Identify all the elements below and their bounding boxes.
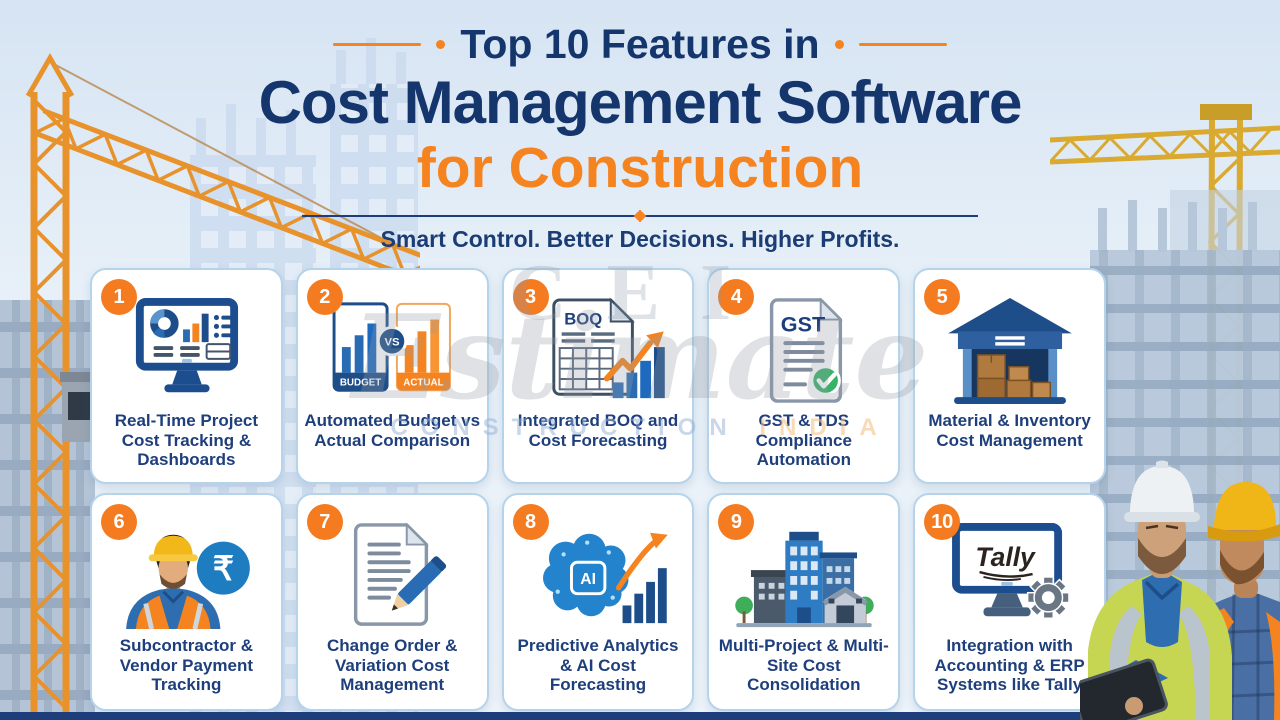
number-badge: 7 bbox=[306, 504, 343, 540]
number-badge: 6 bbox=[101, 504, 137, 540]
header: Top 10 Features in Cost Management Softw… bbox=[0, 21, 1280, 253]
feature-card-9: 9 bbox=[707, 493, 901, 711]
features-grid: 1 bbox=[90, 268, 1106, 711]
feature-card-6: 6 ₹ Subco bbox=[90, 493, 283, 711]
left-deco-line bbox=[333, 43, 422, 47]
feature-label: Predictive Analytics & AI Cost Forecasti… bbox=[517, 636, 679, 695]
gst-compliance-icon: GST bbox=[769, 297, 843, 403]
number-badge: 1 bbox=[101, 279, 137, 315]
warehouse-icon bbox=[947, 297, 1072, 405]
tally-monitor-icon: Tally bbox=[951, 522, 1070, 619]
feature-card-8: 8 AI bbox=[501, 493, 695, 711]
document-pencil-icon bbox=[354, 522, 447, 626]
tablet bbox=[1080, 658, 1168, 720]
worker-white-helmet bbox=[1080, 460, 1232, 720]
title-row: Top 10 Features in bbox=[0, 21, 1280, 67]
budget-vs-actual-icon: BUDGET ACTUAL VS bbox=[332, 302, 452, 392]
feature-card-7: 7 bbox=[295, 493, 489, 711]
svg-text:BUDGET: BUDGET bbox=[340, 377, 381, 388]
title-top: Top 10 Features in bbox=[460, 21, 820, 67]
right-deco-line bbox=[858, 43, 947, 47]
feature-card-3: 3 BOQ bbox=[501, 268, 695, 484]
feature-card-10: 10 Tally bbox=[913, 493, 1106, 711]
subtitle: Smart Control. Better Decisions. Higher … bbox=[380, 226, 900, 253]
left-deco-dot bbox=[436, 40, 446, 50]
feature-label: Real-Time Project Cost Tracking & Dashbo… bbox=[114, 411, 259, 470]
buildings-icon bbox=[735, 531, 874, 628]
construction-workers-photo bbox=[1080, 460, 1280, 720]
svg-text:ACTUAL: ACTUAL bbox=[403, 377, 443, 388]
feature-label: Integration with Accounting & ERP System… bbox=[934, 636, 1085, 695]
bottom-accent-bar bbox=[0, 712, 1280, 720]
feature-label: GST & TDS Compliance Automation bbox=[755, 411, 852, 470]
svg-text:BOQ: BOQ bbox=[564, 309, 602, 328]
feature-label: Automated Budget vs Actual Comparison bbox=[304, 411, 481, 450]
number-badge: 3 bbox=[512, 279, 549, 315]
worker-rupee-icon: ₹ bbox=[126, 534, 251, 630]
number-badge: 4 bbox=[718, 279, 755, 315]
number-badge: 9 bbox=[718, 504, 755, 540]
feature-label: Integrated BOQ and Cost Forecasting bbox=[517, 411, 679, 450]
feature-label: Material & Inventory Cost Management bbox=[928, 411, 1091, 450]
number-badge: 2 bbox=[306, 279, 343, 315]
svg-text:AI: AI bbox=[580, 571, 596, 588]
concrete-building-left bbox=[0, 300, 95, 720]
svg-text:GST: GST bbox=[781, 311, 825, 336]
feature-card-2: 2 BUDGET ACTUAL VS bbox=[295, 268, 489, 484]
feature-label: Change Order & Variation Cost Management bbox=[327, 636, 458, 695]
divider-diamond bbox=[633, 210, 647, 223]
feature-label: Multi-Project & Multi-Site Cost Consolid… bbox=[718, 636, 889, 695]
feature-card-1: 1 bbox=[90, 268, 283, 484]
svg-text:₹: ₹ bbox=[213, 551, 234, 588]
svg-text:Tally: Tally bbox=[975, 542, 1036, 572]
right-deco-dot bbox=[834, 40, 844, 50]
boq-forecast-icon: BOQ bbox=[552, 297, 665, 399]
ai-brain-icon: AI bbox=[542, 532, 668, 624]
title-accent: for Construction bbox=[416, 136, 864, 201]
feature-card-4: 4 GST GST & TDS Compliance Automation bbox=[707, 268, 901, 484]
feature-label: Subcontractor & Vendor Payment Tracking bbox=[119, 636, 253, 695]
svg-text:VS: VS bbox=[385, 337, 401, 349]
feature-card-5: 5 bbox=[913, 268, 1106, 484]
title-main: Cost Management Software bbox=[258, 69, 1023, 137]
header-divider bbox=[302, 210, 978, 223]
number-badge: 8 bbox=[512, 504, 549, 540]
dashboard-monitor-icon bbox=[136, 297, 239, 393]
number-badge: 5 bbox=[924, 279, 961, 315]
number-badge: 10 bbox=[924, 504, 961, 540]
